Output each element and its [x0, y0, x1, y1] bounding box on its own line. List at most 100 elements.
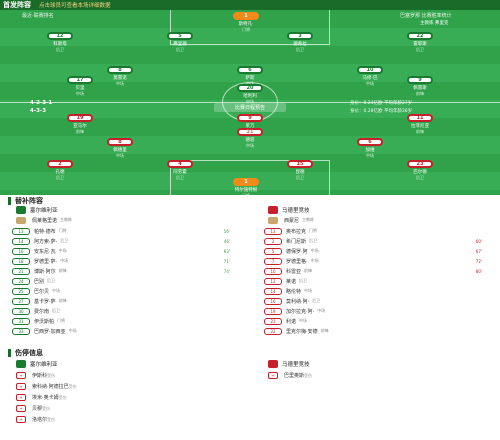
subs-home-team-name: 塞尔维利亚 [30, 208, 58, 214]
sub-name: 科雷亚 [286, 268, 302, 275]
home-player[interactable]: 17 贝里 中场 [60, 76, 100, 98]
sub-position: 门将 [57, 318, 66, 323]
home-player[interactable]: 8 莫雷诺 中场 [100, 66, 140, 88]
sub-row[interactable]: 33 巴西罗·加西亚 中场 [0, 326, 240, 336]
injuries-away-team-name: 马德里竞技 [282, 362, 310, 368]
home-shirt-icon: 6 [237, 66, 263, 74]
injury-icon: + [268, 372, 278, 379]
home-player[interactable]: 10 马修·巴 中场 [350, 66, 390, 88]
sub-row[interactable]: 7 罗德里格· 中场 72' [252, 256, 492, 266]
player-position: 中场 [246, 99, 254, 104]
away-player[interactable]: 6 加维 中场 [350, 138, 390, 160]
player-name: 萨斯 [245, 76, 255, 81]
player-position: 后卫 [176, 175, 184, 180]
player-position: 前锋 [416, 129, 424, 134]
player-name: 莫雷诺 [113, 76, 127, 81]
away-player[interactable]: 11 拉菲尼亚 前锋 [400, 114, 440, 136]
home-coach-name: 佩莱格里诺 [32, 217, 58, 224]
sub-row[interactable]: 30 费尔南 后卫 [0, 306, 240, 316]
away-player[interactable]: 4 阿劳霍 后卫 [160, 160, 200, 182]
home-player[interactable]: 22 雷耶斯 后卫 [400, 32, 440, 54]
header-title: 首发阵容 [3, 1, 31, 9]
sub-row[interactable]: 21 博斯·阿尔 前锋 74' [0, 266, 240, 276]
shirt-icon: 2 [264, 237, 282, 245]
injury-row[interactable]: + 贝穆 受伤 [0, 403, 240, 414]
injury-row[interactable]: + 索科纳·阿德拉巴 受伤 [0, 381, 240, 392]
sub-row[interactable]: 13 帕特·德布 门将 56' [0, 226, 240, 236]
away-shirt-icon: 4 [167, 160, 193, 168]
home-player[interactable]: 5 弗里德 后卫 [160, 32, 200, 54]
away-player[interactable]: 23 巴尔德 后卫 [400, 160, 440, 182]
player-name: 德容 [245, 138, 255, 143]
sub-row[interactable]: 19 加尔拉克·阿· 中场 [252, 306, 492, 316]
away-coach: 主教练 弗里克 [420, 21, 449, 26]
home-injury-list: + 伊斯科 受伤 + 索科纳·阿德拉巴 受伤 + 埃米·奥卡姆 受伤 + 贝穆 受伤 + 洛塔尔 … [0, 370, 240, 425]
home-player[interactable]: 12 科斯塔 后卫 [40, 32, 80, 54]
sub-name: 博斯·阿尔 [34, 268, 56, 275]
sub-name: 费尔南 [34, 308, 50, 315]
away-shirt-icon: 15 [287, 160, 313, 168]
sub-row[interactable]: 31 伊沃斯帕 门将 [0, 316, 240, 326]
sub-name: 罗德里格· [286, 258, 308, 265]
sub-row[interactable]: 14 阿方索·萨· 后卫 46' [0, 236, 240, 246]
sub-position: 后卫 [60, 238, 69, 243]
away-player[interactable]: 21 德容 中场 [230, 128, 270, 150]
away-player[interactable]: 2 孔德 后卫 [40, 160, 80, 182]
subs-away-team: 马德里竞技 [268, 206, 310, 214]
sub-row[interactable]: 14 略伦特 中场 [252, 286, 492, 296]
home-player[interactable]: 6 萨斯中场 [230, 66, 270, 88]
sub-position: 前锋 [58, 298, 67, 303]
injury-row[interactable]: + 巴里奥斯 受伤 [252, 370, 492, 381]
header-subtitle: 点击球员可查看本场详细数据 [39, 3, 111, 9]
sub-row[interactable]: 22 里克尔梅·安德 前锋 [252, 326, 492, 336]
sub-name: 阿方索·萨· [34, 238, 58, 245]
sub-row[interactable]: 24 巴别 后卫 [0, 276, 240, 286]
player-name: 斯特凡· [238, 22, 254, 27]
away-badge-icon [268, 360, 278, 368]
home-player[interactable]: 9 佩雷斯 前锋 [400, 76, 440, 98]
home-player[interactable]: 20 哈利利 中场 [230, 84, 270, 106]
away-player[interactable]: 1 特尔施特根门将 [226, 178, 266, 195]
away-shirt-icon: 2 [47, 160, 73, 168]
injury-row[interactable]: + 埃米·奥卡姆 受伤 [0, 392, 240, 403]
injuries-away-team: 马德里竞技 [268, 360, 310, 368]
sub-name: 基卡罗·萨 [34, 298, 56, 305]
sub-row[interactable]: 18 罗德里·萨· 中场 71' [0, 256, 240, 266]
home-player[interactable]: 1 斯特凡· 门将 [226, 12, 266, 34]
home-player[interactable]: 3 德希拉 后卫 [280, 32, 320, 54]
injury-row[interactable]: + 伊斯科 受伤 [0, 370, 240, 381]
sub-row[interactable]: 21 利诺 中场 [252, 316, 492, 326]
shirt-icon: 5 [264, 247, 282, 255]
away-player[interactable]: 9 莱万 前锋 [230, 114, 270, 136]
sub-minute: 74' [223, 268, 230, 274]
home-team-tag: 最近·联赛排名 [22, 13, 54, 19]
sub-row[interactable]: 10 科雷亚 前锋 80' [252, 266, 492, 276]
sub-position: 中场 [60, 258, 69, 263]
sub-row[interactable]: 5 德保罗·阿 中场 67' [252, 246, 492, 256]
sub-row[interactable]: 12 莱诺 后卫 [252, 276, 492, 286]
sub-row[interactable]: 16 安东尼·瓦 中场 63' [0, 246, 240, 256]
sub-row[interactable]: 25 巴尔贝 中场 [0, 286, 240, 296]
player-position: 后卫 [416, 47, 424, 52]
away-player[interactable]: 8 佩德里 中场 [100, 138, 140, 160]
away-player[interactable]: 19 亚马尔 前锋 [60, 114, 100, 136]
player-position: 中场 [116, 81, 124, 86]
sub-position: 中场 [310, 248, 319, 253]
centre-chip[interactable]: 比赛日程预告 [214, 103, 286, 112]
injury-row[interactable]: + 洛塔尔 受伤 [0, 414, 240, 425]
coach-avatar [268, 216, 278, 224]
sub-row[interactable]: 16 莫利纳·阿· 后卫 [252, 296, 492, 306]
sub-row[interactable]: 27 基卡罗·萨 前锋 [0, 296, 240, 306]
sub-minute: 71' [223, 258, 230, 264]
home-formation: 4-2-3-1 [30, 100, 53, 106]
sub-position: 中场 [58, 248, 67, 253]
subs-away-coach-row: 西蒙尼 主教练 [252, 215, 492, 225]
sub-row[interactable]: 13 奥布拉克 门将 [252, 226, 492, 236]
player-name: 佩雷斯 [413, 86, 427, 91]
home-shirt-icon: 8 [107, 66, 133, 74]
penalty-box-bottom [170, 160, 330, 195]
shirt-icon: 21 [264, 317, 282, 325]
away-player[interactable]: 15 昆德 后卫 [280, 160, 320, 182]
sub-row[interactable]: 2 希门尼斯 后卫 60' [252, 236, 492, 246]
sub-name: 伊沃斯帕 [34, 318, 55, 325]
